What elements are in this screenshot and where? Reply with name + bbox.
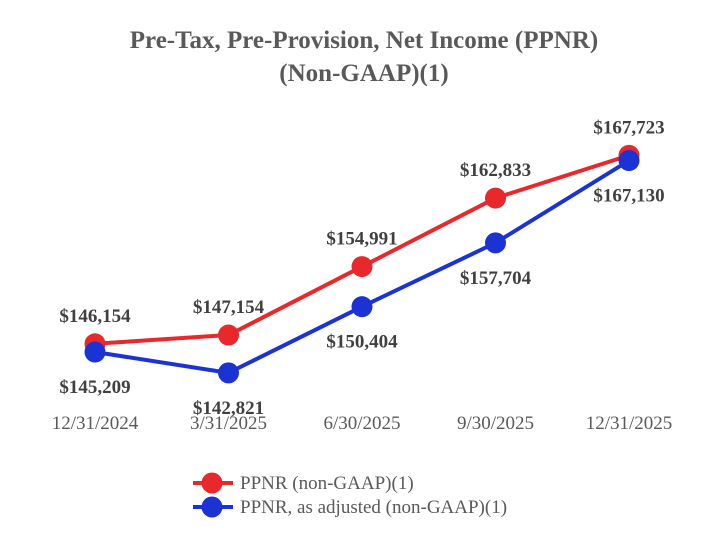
legend-label-2: PPNR, as adjusted (non-GAAP)(1) <box>240 497 507 518</box>
data-point <box>218 324 239 346</box>
legend-marker-2 <box>201 496 223 518</box>
x-tick-label: 3/31/2025 <box>190 413 267 434</box>
data-label: $145,209 <box>59 377 130 398</box>
legend: PPNR (non-GAAP)(1) PPNR, as adjusted (non… <box>193 472 507 518</box>
x-tick-label: 12/31/2025 <box>586 413 673 434</box>
data-label: $167,723 <box>593 117 664 138</box>
data-label: $142,821 <box>193 398 264 419</box>
data-point <box>351 296 373 318</box>
data-point <box>218 362 239 384</box>
data-point <box>485 232 506 254</box>
legend-marker-1 <box>201 472 223 494</box>
x-tick-label: 9/30/2025 <box>457 413 534 434</box>
x-tick-label: 6/30/2025 <box>323 413 400 434</box>
data-label: $157,704 <box>460 268 532 289</box>
x-tick-label: 12/31/2024 <box>52 413 139 434</box>
data-label: $147,154 <box>193 297 265 318</box>
chart-title-line-1: Pre-Tax, Pre-Provision, Net Income (PPNR… <box>130 27 598 54</box>
data-point <box>351 256 373 278</box>
data-label: $167,130 <box>593 186 664 207</box>
data-label: $154,991 <box>326 229 397 250</box>
plot-area: $146,154 $147,154 $154,991 $162,833 $167,723… <box>59 117 664 419</box>
data-label: $150,404 <box>326 332 398 353</box>
data-point <box>485 187 506 209</box>
legend-label-1: PPNR (non-GAAP)(1) <box>240 473 414 494</box>
data-label: $146,154 <box>59 306 131 327</box>
data-point <box>618 150 640 172</box>
data-point <box>84 341 106 363</box>
chart-title-line-2: (Non-GAAP)(1) <box>279 60 448 87</box>
x-axis-ticks: 12/31/2024 3/31/2025 6/30/2025 9/30/2025 12/… <box>52 413 673 434</box>
data-label: $162,833 <box>460 160 531 181</box>
